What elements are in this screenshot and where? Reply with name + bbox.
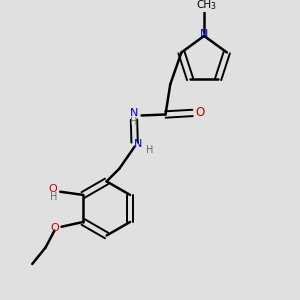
Text: H: H: [50, 193, 57, 202]
Text: 3: 3: [211, 2, 215, 11]
Text: H: H: [146, 145, 154, 154]
Text: N: N: [200, 29, 208, 39]
Text: H: H: [130, 117, 138, 127]
Text: N: N: [134, 139, 142, 149]
Text: O: O: [195, 106, 204, 119]
Text: CH: CH: [196, 0, 212, 10]
Text: O: O: [50, 223, 59, 233]
Text: O: O: [49, 184, 58, 194]
Text: N: N: [130, 108, 138, 118]
